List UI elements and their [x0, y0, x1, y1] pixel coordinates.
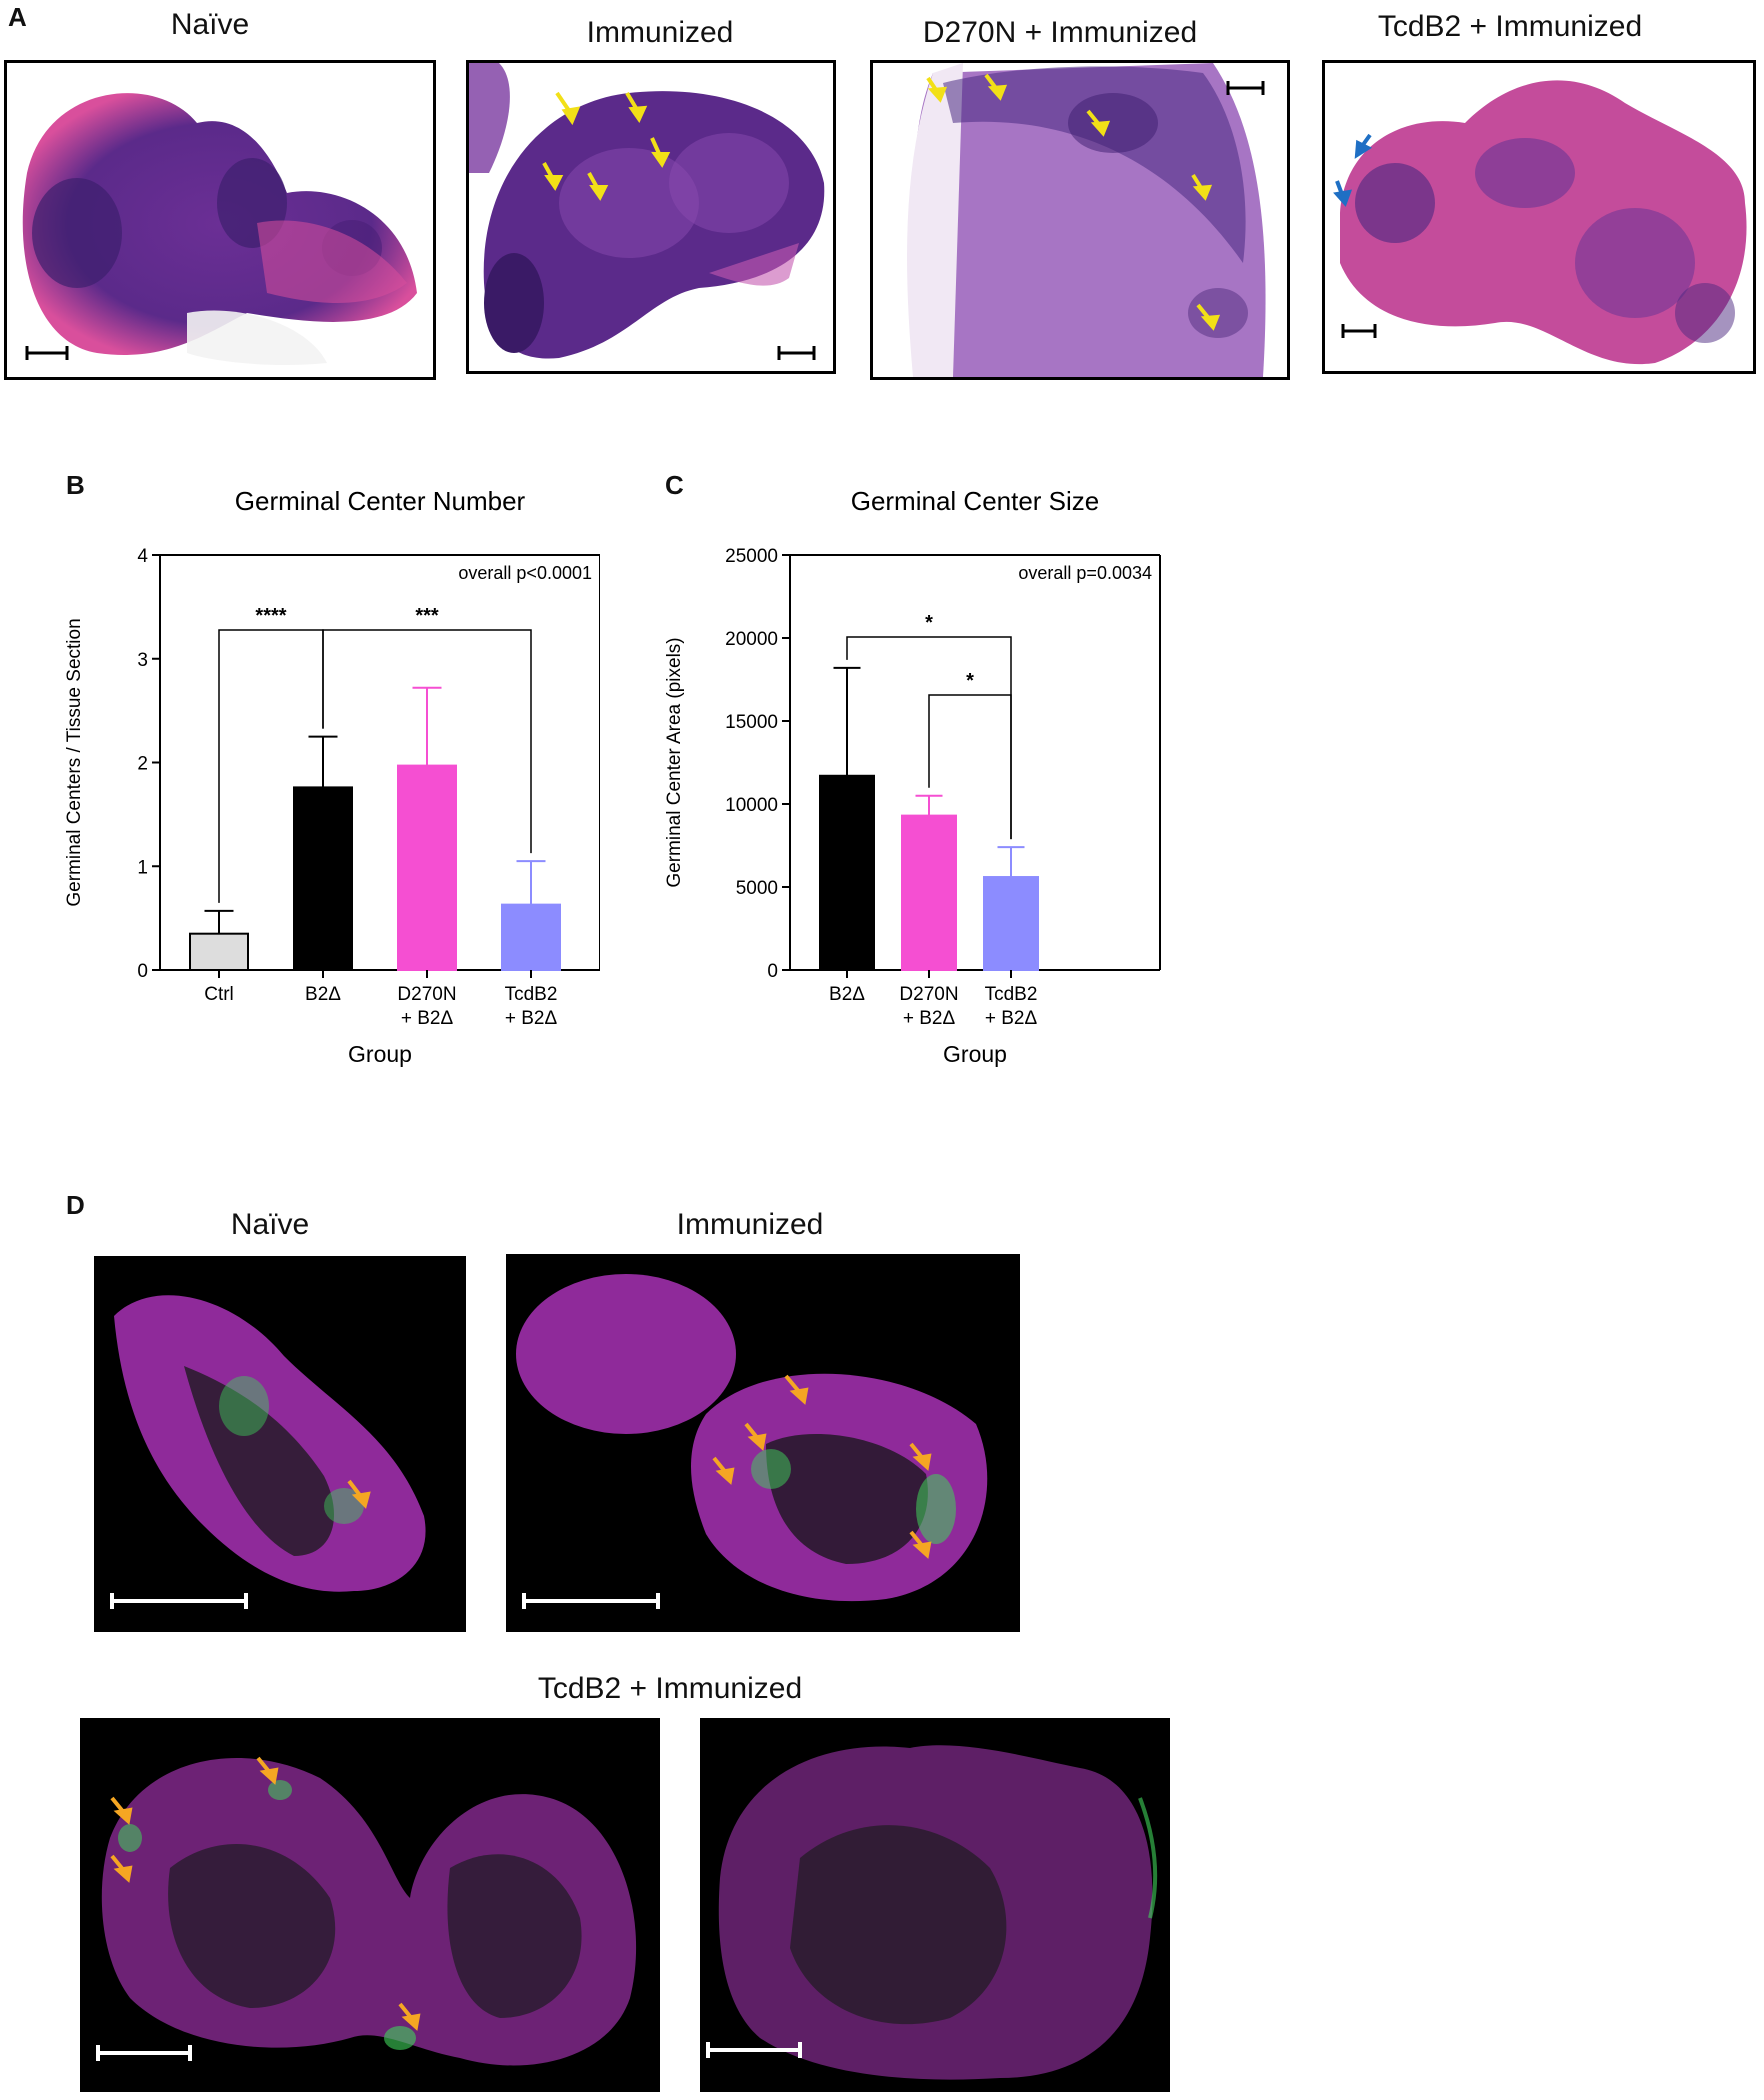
x-tick-label: + B2Δ [505, 1008, 558, 1029]
x-tick-label: + B2Δ [985, 1008, 1038, 1029]
fluorescence-image-immunized [506, 1254, 1020, 1632]
overall-p-annotation: overall p<0.0001 [458, 563, 592, 583]
he-image-d270n [870, 60, 1290, 380]
y-tick-label: 3 [137, 650, 148, 671]
chart-title: Germinal Center Number [235, 486, 526, 516]
significance-label: **** [255, 605, 286, 627]
panel-d-title-naive: Naïve [230, 1208, 310, 1241]
bar [501, 903, 561, 972]
significance-bracket [322, 629, 532, 854]
chart-gc-size: Germinal Center Size 0 5000 10000 15000 20000… [664, 486, 1161, 1067]
x-tick-label: + B2Δ [903, 1008, 956, 1029]
panel-a-title-d270n: D270N + Immunized [922, 16, 1198, 49]
y-tick-label: 25000 [725, 546, 778, 567]
y-tick-label: 0 [137, 961, 148, 982]
panel-d-title-tcdb2: TcdB2 + Immunized [537, 1672, 803, 1705]
y-tick-label: 0 [767, 961, 778, 982]
x-axis-label: Group [348, 1041, 412, 1067]
chart-title: Germinal Center Size [851, 486, 1100, 516]
x-tick-label: TcdB2 [985, 984, 1038, 1005]
significance-label: * [966, 670, 974, 692]
x-tick-label: B2Δ [829, 984, 865, 1005]
panel-b-letter: B [66, 470, 85, 500]
he-image-naive [4, 60, 436, 380]
y-tick-label: 10000 [725, 795, 778, 816]
y-tick-label: 20000 [725, 629, 778, 650]
panel-d-title-immunized: Immunized [676, 1208, 824, 1241]
fluorescence-image-tcdb2-right [700, 1718, 1170, 2092]
y-axis-label: Germinal Centers / Tissue Section [64, 618, 85, 906]
bar [983, 876, 1039, 972]
y-tick-label: 15000 [725, 712, 778, 733]
x-tick-label: Ctrl [204, 984, 234, 1005]
panel-a-title-immunized: Immunized [586, 16, 734, 49]
x-tick-label: + B2Δ [401, 1008, 454, 1029]
he-image-tcdb2 [1322, 60, 1756, 374]
panel-a-letter: A [8, 2, 27, 32]
x-tick-label: D270N [899, 984, 958, 1005]
fluorescence-image-naive [94, 1256, 466, 1632]
bar [901, 814, 957, 971]
bar [293, 786, 353, 971]
panel-c-letter: C [665, 470, 684, 500]
y-tick-label: 4 [137, 546, 148, 567]
bar [189, 932, 249, 971]
y-tick-label: 2 [137, 754, 148, 775]
bar [397, 764, 457, 971]
bar [819, 774, 875, 971]
x-axis-label: Group [943, 1041, 1007, 1067]
he-image-immunized [466, 60, 836, 374]
he-immunized-arrows [542, 91, 816, 360]
significance-label: *** [415, 605, 439, 627]
x-tick-label: TcdB2 [505, 984, 558, 1005]
y-tick-label: 1 [137, 857, 148, 878]
x-tick-label: B2Δ [305, 984, 341, 1005]
x-tick-label: D270N [397, 984, 456, 1005]
fluorescence-image-tcdb2-left [80, 1718, 660, 2092]
y-axis-label: Germinal Center Area (pixels) [664, 637, 685, 887]
chart-gc-number: Germinal Center Number 0 1 2 3 4 Germinal Cent… [64, 486, 600, 1067]
panel-a-title-naive: Naïve [170, 8, 250, 41]
y-tick-label: 5000 [736, 878, 778, 899]
significance-bracket [928, 694, 1012, 840]
significance-label: * [925, 612, 933, 634]
panel-a-title-tcdb2: TcdB2 + Immunized [1377, 10, 1643, 43]
panel-d-letter: D [66, 1190, 85, 1220]
overall-p-annotation: overall p=0.0034 [1018, 563, 1152, 583]
